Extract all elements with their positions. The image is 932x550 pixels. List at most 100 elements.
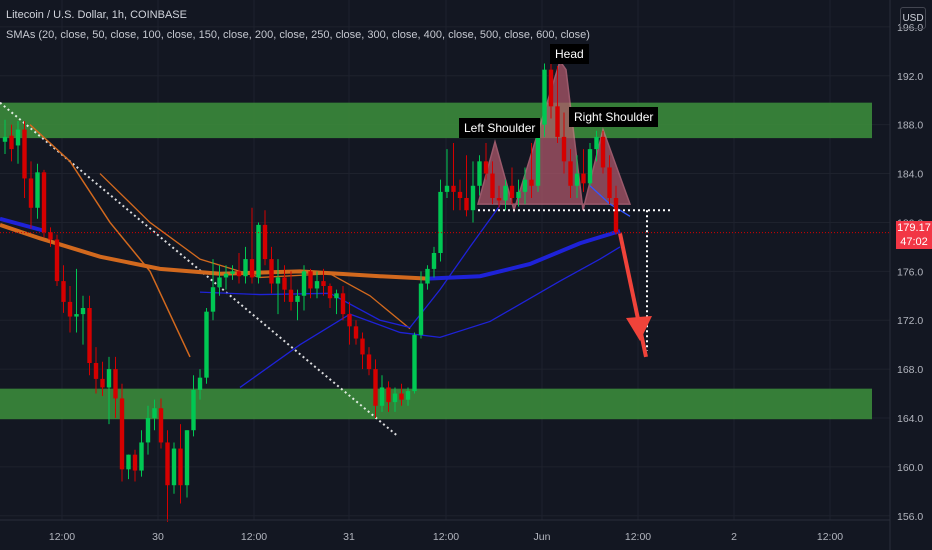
bar-countdown-label: 47:02	[896, 235, 932, 249]
breakdown-arrow-shaft	[618, 233, 648, 358]
y-tick-label: 172.0	[897, 315, 923, 327]
x-tick-label: 2	[731, 531, 737, 543]
candle-body	[113, 369, 118, 399]
candle-body	[334, 293, 339, 299]
candle-body	[295, 295, 300, 302]
indicator-legend[interactable]: SMAs (20, close, 50, close, 100, close, …	[6, 29, 590, 41]
candle-body	[9, 135, 14, 150]
candle	[360, 332, 365, 370]
zone-support	[0, 388, 872, 420]
candle	[269, 246, 274, 294]
candle	[204, 308, 209, 384]
candle-body	[308, 271, 313, 289]
annotation-left-shoulder[interactable]: Left Shoulder	[459, 118, 541, 138]
candle	[412, 332, 417, 394]
candle-body	[451, 185, 456, 192]
candle	[67, 286, 73, 333]
candle-body	[171, 448, 177, 486]
candle-body	[282, 277, 287, 290]
candle	[594, 130, 599, 162]
candle	[15, 121, 21, 164]
candle	[425, 265, 430, 290]
candle-body	[230, 271, 235, 274]
annotation-right-shoulder[interactable]: Right Shoulder	[569, 107, 659, 127]
candle-body	[503, 185, 508, 201]
candle-body	[483, 161, 489, 174]
candle	[22, 121, 27, 198]
candle-body	[236, 271, 242, 277]
candle	[249, 207, 255, 284]
candle	[347, 301, 352, 345]
candle-body	[204, 311, 209, 378]
candle	[80, 295, 86, 345]
candle	[210, 259, 216, 321]
candle	[54, 234, 60, 286]
candle-body	[594, 136, 599, 150]
price-axis	[890, 0, 932, 550]
candle-body	[529, 179, 534, 186]
candle	[405, 387, 411, 406]
candle	[171, 442, 177, 494]
candle-body	[321, 281, 326, 286]
candle-body	[522, 179, 528, 192]
candle-body	[438, 191, 443, 253]
candle-body	[574, 173, 580, 186]
sma-blue-thin-b	[239, 246, 621, 388]
candle	[464, 155, 469, 217]
candle	[353, 320, 359, 345]
candle-body	[496, 198, 502, 201]
candle-body	[509, 185, 515, 198]
candle	[457, 179, 463, 211]
candle	[256, 222, 261, 284]
y-tick-label: 192.0	[897, 71, 923, 83]
currency-unit-button[interactable]: USD	[900, 7, 926, 29]
candle-body	[477, 161, 482, 186]
x-tick-label: 12:00	[625, 531, 651, 543]
candle-body	[581, 173, 586, 184]
candle	[399, 383, 404, 406]
candle	[503, 179, 508, 211]
candle	[451, 143, 456, 211]
annotation-head[interactable]: Head	[550, 44, 589, 64]
candle-body	[405, 391, 411, 400]
candle	[366, 347, 372, 376]
x-tick-label: 30	[152, 531, 164, 543]
x-tick-label: 12:00	[241, 531, 267, 543]
candle-body	[217, 277, 222, 288]
candle-body	[587, 149, 593, 184]
candle-body	[35, 172, 40, 208]
candle	[184, 430, 190, 498]
candle-body	[178, 448, 183, 486]
candle-body	[106, 369, 112, 388]
candle-body	[243, 259, 248, 277]
x-tick-label: 12:00	[433, 531, 459, 543]
candle	[308, 268, 313, 299]
candle	[113, 356, 118, 418]
candle-body	[457, 191, 463, 198]
candle-body	[80, 308, 86, 315]
candle-body	[444, 185, 450, 192]
candle	[217, 265, 222, 296]
y-tick-label: 164.0	[897, 413, 923, 425]
candle	[581, 149, 586, 192]
candle	[197, 369, 203, 400]
sma-thick-blue-right	[427, 229, 621, 281]
candle	[48, 227, 53, 247]
candle	[340, 286, 346, 321]
candle-body	[288, 289, 294, 302]
candle-body	[28, 178, 34, 208]
candle	[262, 210, 268, 266]
candle-body	[93, 363, 99, 379]
candle	[379, 375, 385, 412]
candle	[548, 63, 554, 119]
candle	[522, 167, 528, 205]
candle-body	[22, 129, 27, 179]
candle-body	[366, 354, 372, 370]
candle-body	[607, 167, 612, 198]
candle	[490, 161, 495, 205]
candle	[568, 149, 573, 198]
candle-body	[314, 281, 320, 289]
candle	[470, 161, 476, 223]
candle-body	[256, 224, 261, 278]
